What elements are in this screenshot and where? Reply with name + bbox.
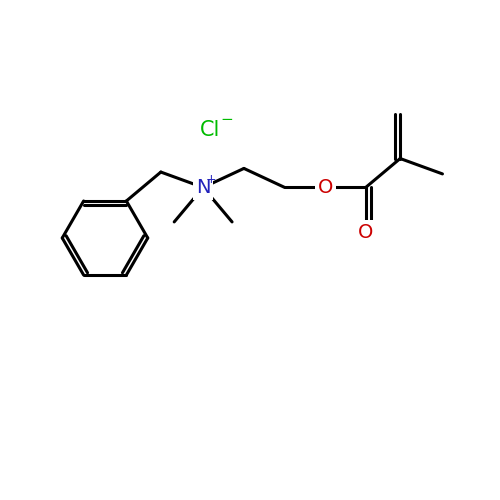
Text: O: O bbox=[358, 223, 374, 242]
Text: O: O bbox=[318, 178, 333, 197]
Text: −: − bbox=[220, 112, 234, 128]
Text: Cl: Cl bbox=[200, 120, 220, 140]
Text: +: + bbox=[206, 173, 216, 186]
Text: N: N bbox=[196, 178, 210, 197]
